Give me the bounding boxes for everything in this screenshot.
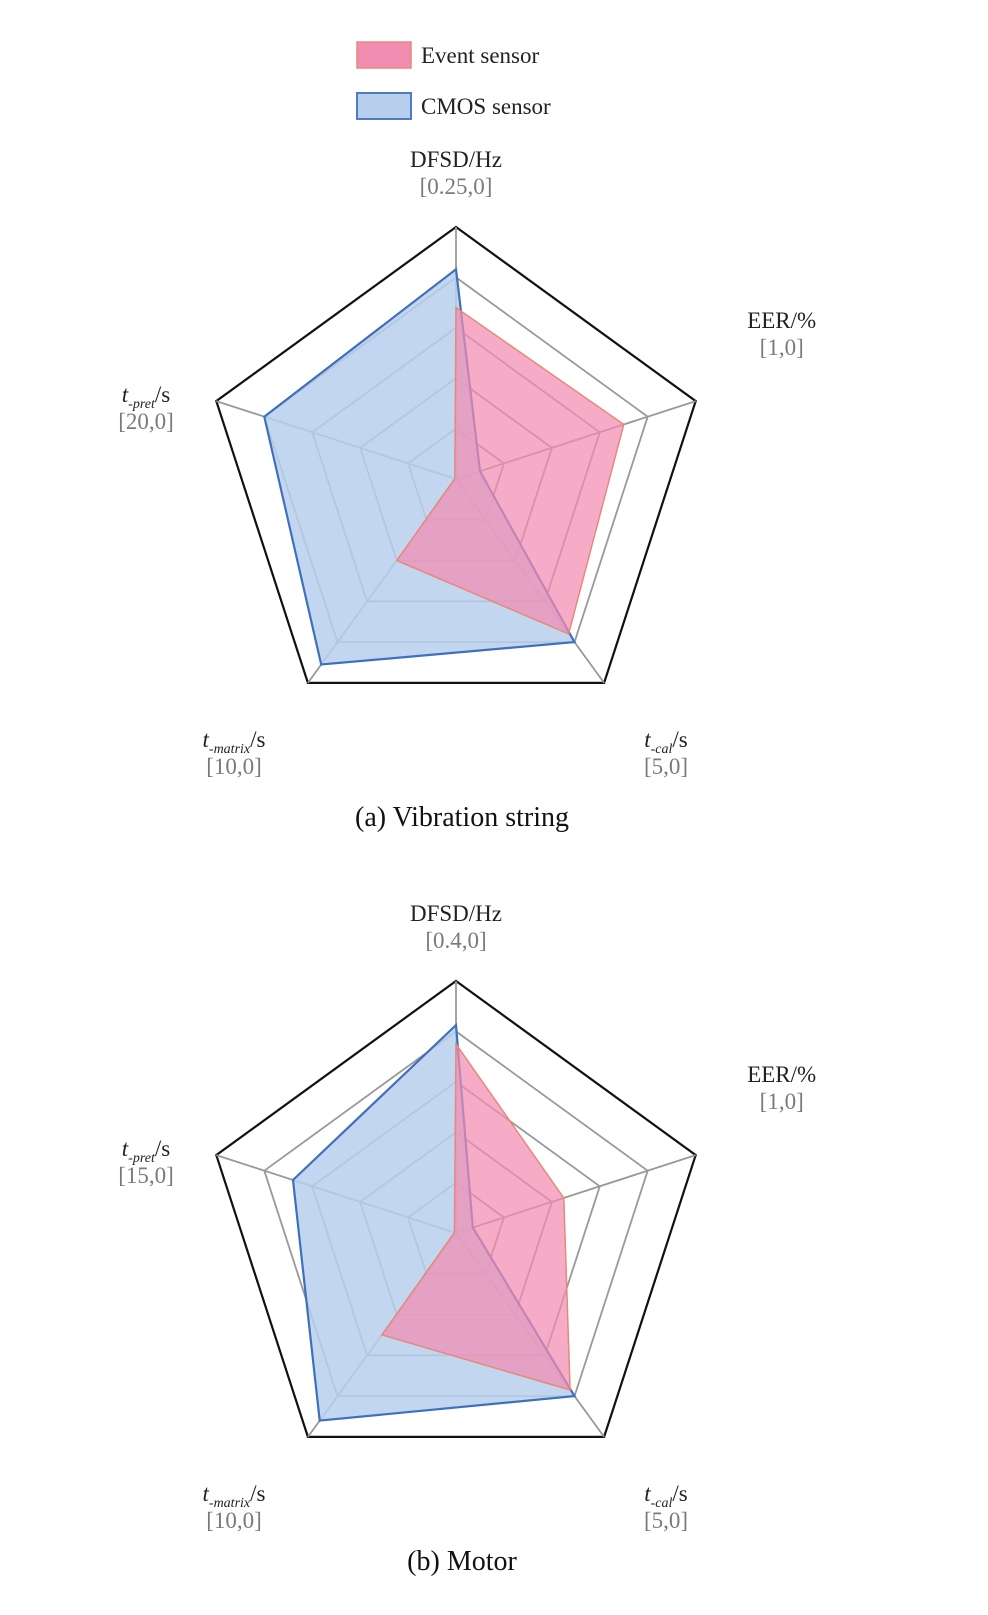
radar-chart-vibration-string: DFSD/Hz[0.25,0] EER/%[1,0] t-cal/s[5,0] t-m…: [118, 147, 816, 779]
axis-label-0: DFSD/Hz: [410, 901, 502, 926]
legend-item-event: Event sensor: [356, 41, 540, 69]
axis-range-1: [1,0]: [760, 1089, 804, 1114]
axis-range-4: [20,0]: [118, 409, 174, 434]
axis-range-0: [0.4,0]: [425, 928, 486, 953]
axis-range-1: [1,0]: [760, 335, 804, 360]
radar-chart-motor: DFSD/Hz[0.4,0] EER/%[1,0] t-cal/s[5,0] t-ma…: [118, 901, 816, 1533]
axis-label-3: t-matrix/s: [203, 727, 266, 757]
legend-label-cmos: CMOS sensor: [421, 94, 551, 119]
axis-label-4: t-pret/s: [122, 382, 170, 412]
grid-ring-5: [215, 225, 697, 685]
axis-label-4: t-pret/s: [122, 1136, 170, 1166]
axis-label-2: t-cal/s: [644, 727, 688, 757]
axis-range-3: [10,0]: [206, 1508, 262, 1533]
caption-vibration-string: (a) Vibration string: [355, 802, 569, 833]
grid-ring-5: [215, 979, 697, 1439]
legend-swatch-cmos: [356, 92, 412, 120]
axis-label-1: EER/%: [747, 1062, 816, 1087]
axis-label-0: DFSD/Hz: [410, 147, 502, 172]
legend-label-event: Event sensor: [421, 43, 540, 68]
caption-motor: (b) Motor: [407, 1546, 517, 1577]
axis-label-3: t-matrix/s: [203, 1481, 266, 1511]
legend-swatch-event: [356, 41, 412, 69]
axis-label-2: t-cal/s: [644, 1481, 688, 1511]
legend: Event sensor CMOS sensor: [356, 41, 551, 120]
axis-range-4: [15,0]: [118, 1163, 174, 1188]
series-event-sensor: [380, 1041, 571, 1392]
axis-range-3: [10,0]: [206, 754, 262, 779]
axis-range-0: [0.25,0]: [420, 174, 493, 199]
axis-label-1: EER/%: [747, 308, 816, 333]
axis-range-2: [5,0]: [644, 754, 688, 779]
series-event-sensor: [395, 306, 625, 635]
axis-range-2: [5,0]: [644, 1508, 688, 1533]
legend-item-cmos: CMOS sensor: [356, 92, 551, 120]
